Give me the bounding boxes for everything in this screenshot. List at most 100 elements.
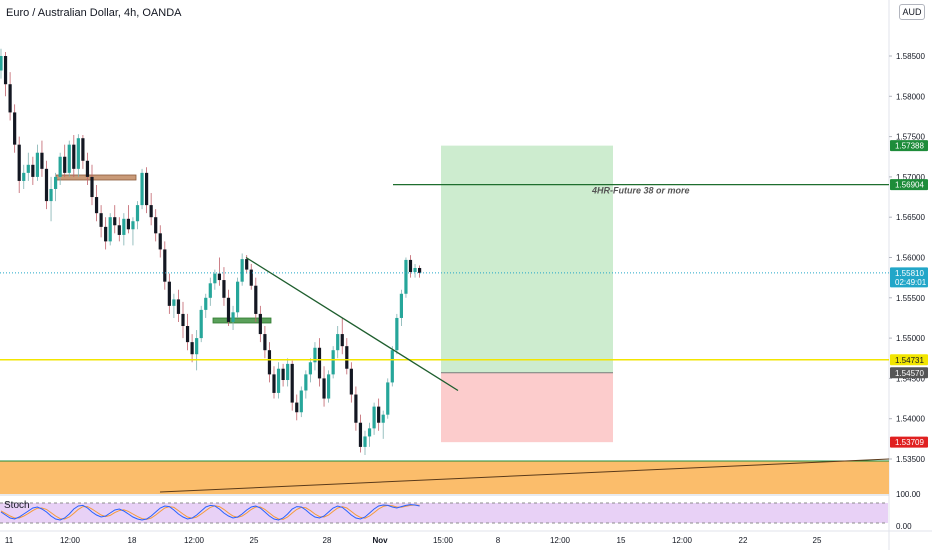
price-tick-label: 1.54500 (896, 374, 925, 383)
time-tick-label: Nov (372, 536, 388, 545)
candle-body (167, 281, 171, 306)
candle-body (163, 249, 167, 282)
stop-loss-zone[interactable] (441, 372, 613, 443)
candle-body (404, 259, 408, 294)
candle (299, 386, 303, 418)
price-tick-label: 1.57000 (896, 173, 925, 182)
candle-body (340, 334, 344, 347)
price-tag-label: 1.53709 (895, 438, 924, 447)
candle-body (413, 267, 417, 273)
candle (149, 193, 153, 226)
price-tag[interactable] (890, 436, 928, 448)
candle (322, 366, 326, 407)
trendline[interactable] (245, 256, 459, 392)
candle-body (363, 436, 367, 447)
candle (372, 402, 376, 435)
price-tag-label: 1.54731 (895, 356, 924, 365)
candle (140, 168, 144, 210)
candle-body (358, 422, 363, 447)
candle (308, 358, 312, 383)
consolidation-box[interactable] (212, 317, 272, 324)
stoch-band (0, 503, 888, 523)
candle (44, 160, 49, 210)
candle-body (208, 283, 212, 298)
candle-body (76, 138, 80, 169)
candle (263, 326, 267, 359)
candle (204, 293, 208, 318)
candle (195, 330, 199, 371)
candle-body (40, 152, 44, 169)
time-tick-label: 12:00 (550, 536, 571, 545)
candle (290, 360, 294, 411)
candle (172, 293, 176, 318)
candle-body (13, 112, 17, 145)
candle (386, 378, 390, 419)
candle-body (204, 297, 208, 310)
candle-body (122, 218, 126, 235)
candle (0, 48, 3, 79)
price-tag[interactable] (890, 367, 928, 379)
candle (113, 205, 117, 234)
price-tag[interactable] (890, 179, 928, 191)
candle-body (104, 226, 108, 242)
candle (63, 144, 67, 177)
candle-body (313, 347, 317, 363)
candle (418, 265, 422, 278)
candle (135, 201, 140, 230)
candle-body (390, 350, 394, 383)
stoch-tick-label: 100.00 (896, 490, 921, 499)
candle (181, 301, 185, 339)
candle (94, 184, 99, 222)
demand-zone[interactable] (0, 461, 889, 494)
candle-body (336, 334, 340, 351)
price-tag-label: 1.55810 (895, 269, 924, 278)
price-tag-label: 1.57388 (895, 142, 924, 151)
candle-body (67, 144, 71, 173)
candle-body (85, 160, 90, 177)
candle (31, 156, 35, 185)
candle-body (249, 269, 253, 286)
price-tag[interactable] (890, 140, 928, 152)
stoch-d-line (0, 504, 420, 520)
candle-body (81, 138, 85, 161)
price-tag[interactable] (890, 267, 928, 288)
candle (340, 317, 344, 355)
symbol-title: Euro / Australian Dollar, 4h, OANDA (6, 7, 182, 19)
candle (13, 104, 17, 153)
candle-body (377, 406, 381, 423)
price-tag[interactable] (890, 354, 928, 366)
candle-body (299, 390, 303, 413)
candle-body (281, 368, 285, 381)
candle (117, 217, 121, 242)
candle-body (181, 313, 185, 327)
candle-body (263, 334, 267, 351)
time-tick-label: 12:00 (672, 536, 693, 545)
candle (367, 422, 372, 447)
supply-box[interactable] (55, 174, 137, 181)
candle (85, 152, 90, 185)
candle (76, 134, 80, 177)
candle (8, 72, 12, 121)
candle-body (308, 362, 312, 375)
candle (72, 134, 76, 177)
profit-zone[interactable] (441, 145, 613, 373)
candle-body (272, 374, 276, 393)
price-tick-label: 1.55500 (896, 294, 925, 303)
candle (199, 305, 203, 343)
candle (54, 172, 58, 202)
zone-trendline[interactable] (159, 458, 890, 493)
candle (190, 334, 194, 363)
candle-body (290, 363, 294, 403)
candle-body (49, 188, 53, 202)
time-tick-label: 8 (496, 536, 501, 545)
currency-button[interactable]: AUD (899, 4, 925, 20)
time-tick-label: 22 (739, 536, 748, 545)
candle (236, 277, 240, 318)
time-tick-label: 15 (617, 536, 626, 545)
candle (3, 51, 8, 97)
candle-body (58, 156, 62, 177)
stoch-indicator-label[interactable]: Stoch (4, 500, 30, 511)
candle (226, 289, 231, 327)
